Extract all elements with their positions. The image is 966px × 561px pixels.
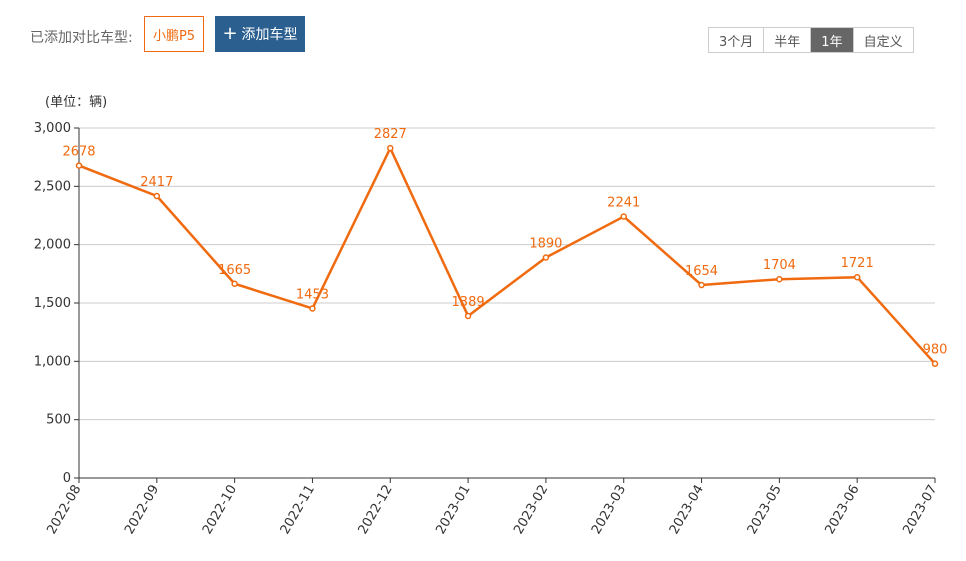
x-tick-label: 2023-04 (667, 483, 707, 538)
range-3-months[interactable]: 3个月 (709, 28, 765, 52)
data-point (542, 254, 550, 261)
x-tick-label: 2023-02 (511, 483, 551, 538)
data-label: 2417 (140, 175, 173, 190)
data-label: 1890 (529, 237, 562, 252)
series-line (78, 146, 936, 365)
y-axis: 0 500 1,000 1,500 2,000 2,500 3,000 (34, 121, 80, 486)
x-tick-label: 2022-08 (44, 483, 84, 538)
x-tick-label: 2023-06 (822, 483, 862, 538)
data-point (931, 360, 939, 367)
x-tick-label: 2023-03 (589, 483, 629, 538)
y-tick-label: 2,500 (34, 179, 71, 194)
data-label: 2827 (374, 127, 407, 142)
data-label: 980 (923, 343, 948, 358)
added-compare-label: 已添加对比车型: (30, 30, 133, 46)
data-point (464, 312, 472, 320)
car-tag-xpeng-p5[interactable]: 小鹏P5 (144, 16, 204, 52)
data-point (620, 213, 627, 220)
data-labels: 2678 2417 1665 1453 2827 1389 1890 2241 1654 1704… (62, 127, 947, 357)
range-1-year[interactable]: 1年 (811, 28, 854, 52)
data-point (776, 275, 783, 283)
series-polyline (78, 146, 936, 365)
x-tick-label: 2023-05 (745, 483, 785, 538)
data-label: 1704 (763, 258, 796, 273)
data-label: 2241 (607, 196, 640, 211)
x-tick-label: 2023-07 (900, 483, 940, 538)
data-point (75, 162, 83, 169)
x-tick-label: 2022-11 (278, 483, 318, 538)
data-label: 2678 (62, 145, 95, 160)
y-tick-label: 3,000 (34, 121, 71, 136)
data-label: 1665 (218, 263, 251, 278)
add-car-button-label: 添加车型 (241, 27, 298, 43)
range-half-year[interactable]: 半年 (764, 28, 812, 52)
data-points (75, 144, 939, 367)
y-tick-label: 2,000 (34, 238, 71, 253)
data-point (698, 281, 705, 289)
data-point (153, 192, 161, 200)
plus-icon: + (222, 23, 238, 44)
grid-lines (79, 127, 935, 479)
add-car-button[interactable]: + 添加车型 (215, 16, 305, 52)
data-label: 1389 (452, 295, 485, 310)
y-unit-label: (单位：辆) (45, 95, 107, 110)
time-range-selector: 3个月 半年 1年 自定义 (708, 27, 914, 53)
y-tick-label: 1,000 (34, 354, 71, 369)
data-point (387, 144, 394, 152)
data-point (309, 305, 316, 312)
data-label: 1721 (841, 256, 874, 271)
x-tick-label: 2022-12 (356, 483, 396, 538)
x-tick-label: 2022-09 (122, 483, 162, 538)
y-tick-label: 1,500 (34, 296, 71, 311)
x-tick-label: 2023-01 (433, 483, 473, 538)
x-axis: 2022-08 2022-09 2022-10 2022-11 2022-12 2023-… (44, 478, 940, 537)
y-tick-label: 0 (63, 471, 71, 486)
data-label: 1453 (296, 287, 329, 302)
data-point (853, 273, 861, 281)
range-custom[interactable]: 自定义 (853, 28, 913, 52)
data-label: 1654 (685, 264, 718, 279)
x-tick-label: 2022-10 (200, 483, 240, 538)
y-tick-label: 500 (46, 413, 71, 428)
data-point (231, 280, 238, 287)
